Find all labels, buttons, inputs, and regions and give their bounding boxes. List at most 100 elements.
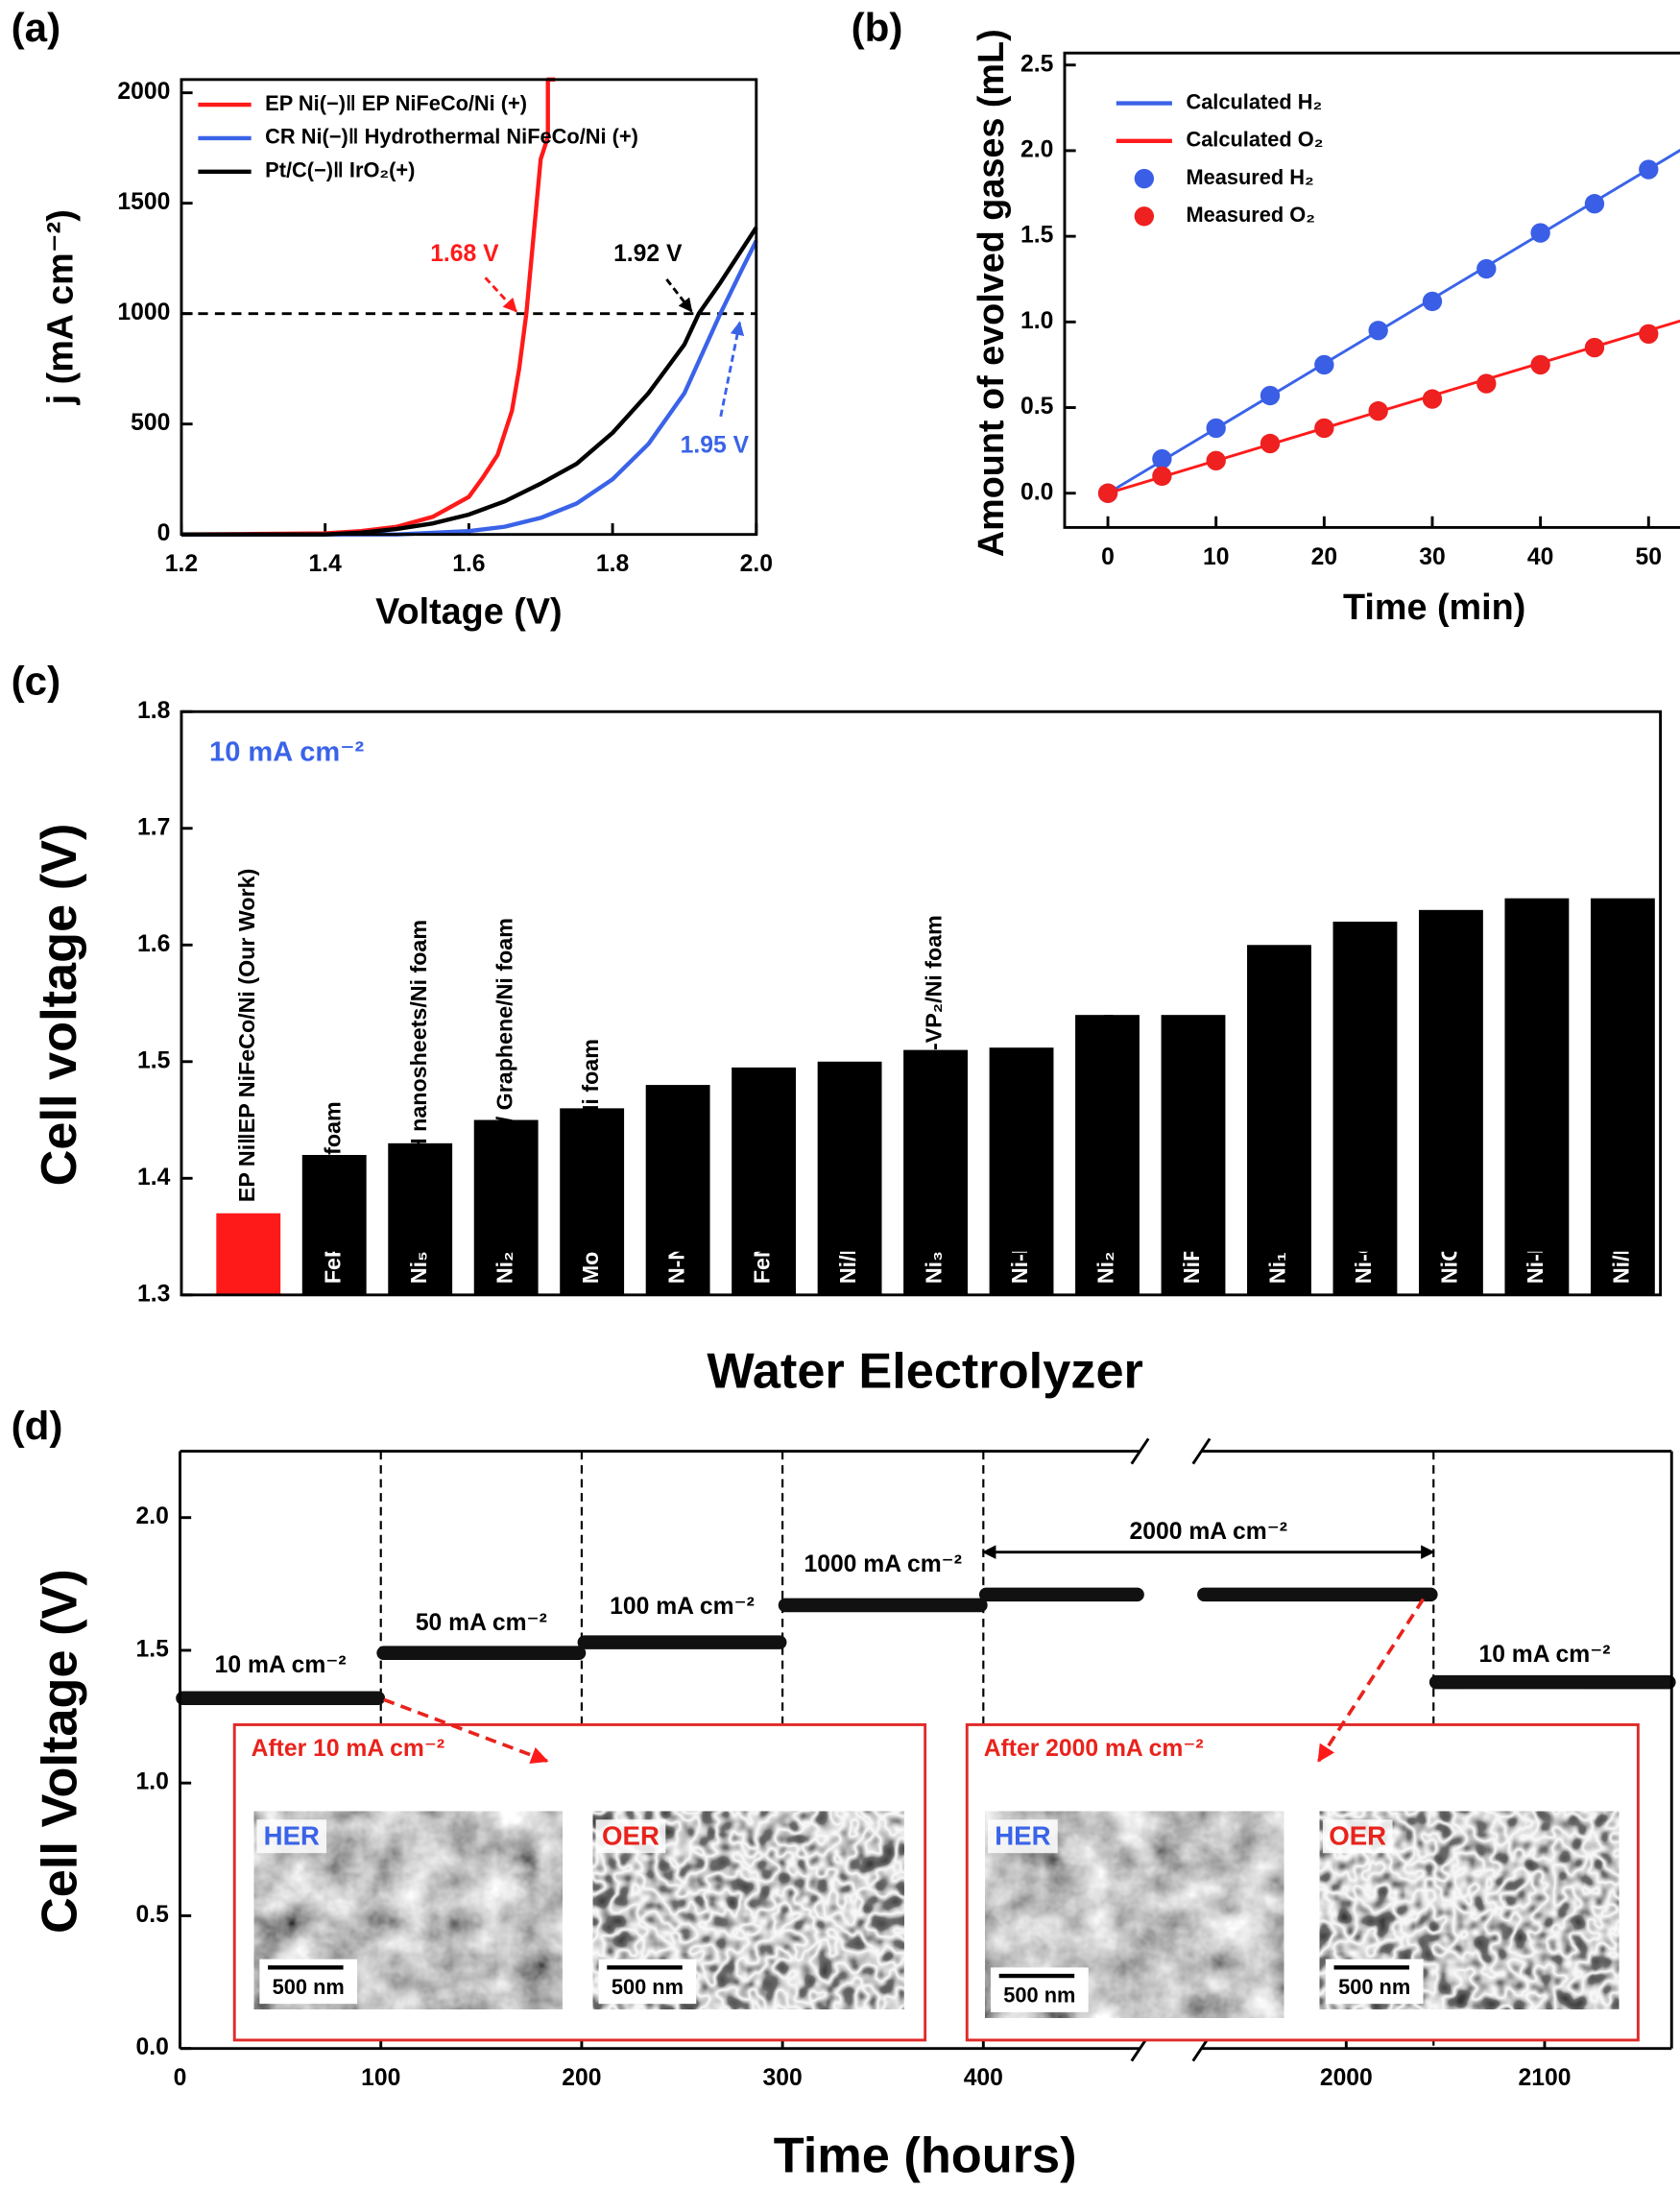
bar-label-inner: Ni₁₁(HPO₃)₈(OH)₆/Ni foam [1265, 1013, 1290, 1285]
legend-label: Calculated O₂ [1186, 128, 1323, 152]
x-axis-title: Time (min) [1343, 588, 1525, 628]
x-tick-label: 300 [763, 2065, 803, 2091]
bar-label: Ni-Fe-MoN NTs [1007, 1125, 1032, 1284]
plot-frame [180, 709, 1663, 1297]
marker [1530, 223, 1550, 243]
bar [817, 1061, 882, 1295]
marker [1206, 418, 1226, 439]
y-tick-label: 0.5 [136, 1902, 170, 1928]
y-tick-label: 2000 [117, 79, 170, 105]
bar-label-inner: Ni₅Co₃Mo-OH nanosheets/Ni foam [406, 920, 431, 1284]
marker [1422, 291, 1443, 312]
bar [1590, 898, 1655, 1295]
bar [645, 1085, 710, 1295]
y-tick-label: 2.5 [1020, 51, 1054, 77]
marker [1368, 400, 1388, 421]
marker [1260, 385, 1281, 406]
bar [1332, 921, 1398, 1295]
x-tick-label: 2.0 [740, 551, 773, 577]
bar [903, 1049, 968, 1295]
marker [1639, 159, 1659, 180]
scale-label: 500 nm [273, 1975, 345, 1999]
y-axis-title: j (mA cm⁻²) [40, 209, 81, 405]
sem-tag-bg [1322, 1819, 1393, 1854]
bar-label-inner: Ni₂N-NiMoN/Carbon cloth [1093, 1014, 1118, 1285]
sem-tag: OER [1329, 1820, 1386, 1850]
sem-tag-bg [988, 1819, 1058, 1854]
bar [473, 1119, 539, 1295]
bar [732, 1067, 797, 1295]
annotation: 1.92 V [613, 241, 683, 267]
bar-label: Ni₃N-VN/Ni foam‖Ni₂P-VP₂/Ni foam [922, 915, 947, 1284]
y-tick-label: 500 [131, 410, 170, 436]
bar-label: FeP/Ni₂P/Ni foam [320, 1101, 345, 1284]
x-tick-label: 0 [1101, 544, 1115, 570]
sem-tag: HER [264, 1820, 320, 1850]
y-tick-label: 1.5 [136, 1636, 170, 1662]
annotation: 2000 mA cm⁻² [1130, 1519, 1287, 1545]
y-tick-label: 0.0 [136, 2034, 169, 2060]
y-tick-label: 1.6 [137, 931, 170, 957]
bar-label: NiFe/Cu NW/Cu foam [1179, 1061, 1204, 1285]
bar-label: Mo-Ni₃S₂/NiₓPᵧ/Ni foam [578, 1039, 603, 1284]
series-line [180, 239, 758, 537]
bar-label: Ni₅Co₃Mo-OH nanosheets/Ni foam [406, 920, 431, 1284]
x-axis-title: Water Electrolyzer [707, 1343, 1143, 1399]
bar-label-inner: Ni₂P-CuP₂/CNT/ Graphene/Ni foam [492, 918, 516, 1284]
x-tick-label: 1.8 [596, 551, 629, 577]
x-tick-label: 2100 [1519, 2065, 1572, 2091]
series-line [180, 226, 758, 537]
axis-break [1191, 1437, 1212, 1465]
y-tick-label: 1.5 [137, 1047, 171, 1073]
x-tick-label: 1.4 [309, 551, 343, 577]
marker [1476, 258, 1497, 279]
plot-frame [1063, 51, 1680, 529]
y-tick-label: 1.5 [1020, 223, 1054, 249]
y-tick-label: 0.5 [1020, 394, 1054, 420]
y-axis-title: Cell voltage (V) [32, 824, 87, 1187]
x-tick-label: 1.2 [165, 551, 198, 577]
marker [1314, 354, 1334, 375]
x-tick-label: 20 [1311, 544, 1337, 570]
y-tick-label: 1500 [117, 189, 170, 215]
marker [1368, 321, 1388, 341]
x-tick-label: 400 [964, 2065, 1003, 2091]
bar-label-inner: NiCo₂S₄ NW/ Ni foam [1437, 1059, 1462, 1285]
y-tick-label: 2.0 [1020, 136, 1053, 162]
y-axis-title: Amount of evolved gases (mL) [972, 29, 1012, 557]
annotation: 1.95 V [681, 433, 750, 459]
annotation: 1000 mA cm⁻² [804, 1551, 961, 1577]
x-tick-label: 200 [562, 2065, 601, 2091]
marker [1476, 373, 1497, 394]
callout-arrow [383, 1697, 549, 1764]
y-tick-label: 0 [157, 520, 171, 546]
sem-tag-bg [595, 1819, 666, 1854]
scale-label: 500 nm [612, 1975, 684, 1999]
legend-label: Measured O₂ [1186, 203, 1314, 227]
bar-label-inner: NiFe/Cu NW/Cu foam [1179, 1061, 1204, 1285]
marker [1152, 466, 1172, 487]
bar-label-inner: FeP/Ni₂P/Ni foam [320, 1101, 345, 1284]
sem-tag-bg [256, 1819, 327, 1854]
bar-label-inner: Ni/NiFeMoOₓ/Ni foam [835, 1061, 860, 1284]
y-tick-label: 1.0 [1020, 308, 1053, 334]
legend-marker [1134, 206, 1155, 227]
marker [1584, 337, 1605, 358]
bar-label-inner: Ni/Mo₂C-NCNFs [1609, 1116, 1634, 1285]
plot-frame [180, 78, 758, 537]
legend-label: CR Ni(−)‖ Hydrothermal NiFeCo/Ni (+) [265, 125, 638, 149]
bar [1418, 909, 1483, 1295]
x-tick-label: 100 [361, 2065, 400, 2091]
marker [1097, 483, 1118, 503]
bar-label-inner: Ni₃N-VN/Ni foam‖Ni₂P-VP₂/Ni foam [922, 915, 947, 1284]
bar-label-inner: Ni-Co-P HNBs [1351, 1136, 1376, 1285]
bar [1504, 898, 1570, 1295]
bar-label-inner: Ni-Fe-O Nw [1523, 1163, 1548, 1284]
x-tick-label: 10 [1203, 544, 1229, 570]
bar [216, 1213, 281, 1295]
x-tick-label: 30 [1419, 544, 1445, 570]
callout-arrow [1317, 1598, 1426, 1763]
